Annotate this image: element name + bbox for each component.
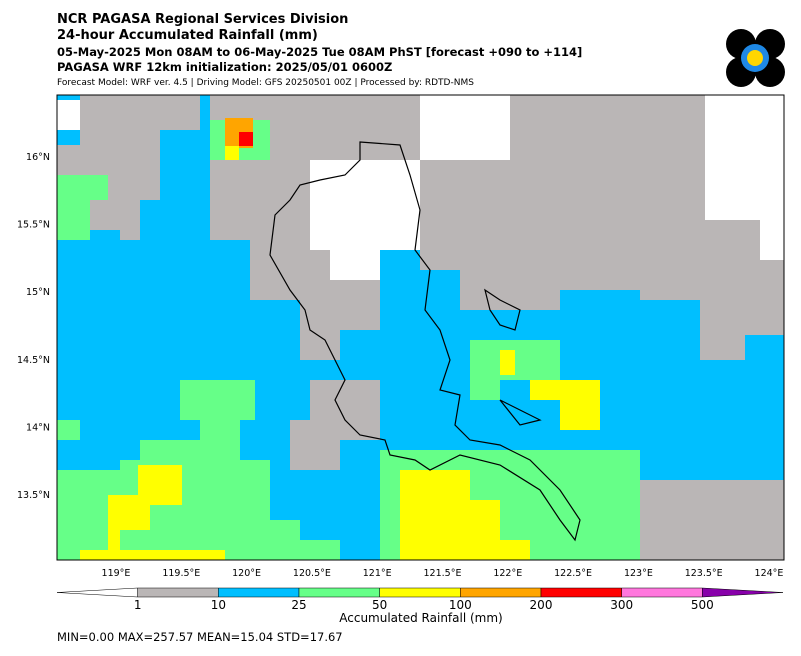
lon-label: 123.5°E: [685, 568, 723, 579]
colorbar-tick-label: 500: [691, 598, 714, 612]
colorbar-segment: [298, 587, 380, 598]
stats: MIN=0.00 MAX=257.57 MEAN=15.04 STD=17.67: [57, 630, 343, 644]
lat-label: 16°N: [26, 152, 50, 163]
header-init: PAGASA WRF 12km initialization: 2025/05/…: [57, 60, 392, 74]
lon-label: 119°E: [102, 568, 131, 579]
lat-label: 14.5°N: [17, 355, 50, 366]
lon-label: 124°E: [755, 568, 784, 579]
logo: [726, 29, 785, 87]
colorbar-tick-label: 100: [449, 598, 472, 612]
header: NCR PAGASA Regional Services Division 24…: [57, 12, 582, 88]
rainfall-field: [57, 95, 784, 560]
colorbar-segment: [56, 587, 138, 598]
colorbar-label: Accumulated Rainfall (mm): [339, 611, 502, 625]
header-title: NCR PAGASA Regional Services Division: [57, 12, 348, 27]
colorbar-segment: [379, 587, 461, 598]
lat-label: 15.5°N: [17, 220, 50, 231]
header-model: Forecast Model: WRF ver. 4.5 | Driving M…: [57, 78, 474, 88]
lon-label: 121°E: [363, 568, 392, 579]
colorbar-segment: [218, 587, 300, 598]
lon-label: 119.5°E: [162, 568, 200, 579]
colorbar-tick-label: 200: [530, 598, 553, 612]
colorbar: 1 10 25 50 100 200 300 500: [56, 587, 784, 612]
lat-label: 14°N: [26, 422, 50, 433]
colorbar-segment: [621, 587, 703, 598]
lon-label: 122°E: [493, 568, 522, 579]
lat-label: 15°N: [26, 287, 50, 298]
header-subtitle: 24-hour Accumulated Rainfall (mm): [57, 28, 318, 43]
map-frame: [56, 94, 785, 561]
lon-label: 120.5°E: [293, 568, 331, 579]
coastlines: [269, 141, 581, 542]
colorbar-segment: [137, 587, 219, 598]
colorbar-segment: [702, 587, 784, 598]
lat-labels: 16°N 15.5°N 15°N 14.5°N 14°N 13.5°N: [17, 152, 50, 501]
colorbar-tick-label: 300: [610, 598, 633, 612]
colorbar-segment: [460, 587, 542, 598]
lon-label: 122.5°E: [554, 568, 592, 579]
lon-labels: 119°E 119.5°E 120°E 120.5°E 121°E 121.5°E 122°…: [102, 568, 784, 579]
header-period: 05-May-2025 Mon 08AM to 06-May-2025 Tue …: [57, 45, 582, 59]
lon-label: 121.5°E: [424, 568, 462, 579]
colorbar-tick-label: 25: [291, 598, 306, 612]
colorbar-tick-label: 50: [372, 598, 387, 612]
lat-label: 13.5°N: [17, 490, 50, 501]
colorbar-segment: [540, 587, 622, 598]
colorbar-tick-label: 10: [211, 598, 226, 612]
colorbar-tick-label: 1: [134, 598, 142, 612]
lon-label: 120°E: [232, 568, 261, 579]
lon-label: 123°E: [624, 568, 653, 579]
